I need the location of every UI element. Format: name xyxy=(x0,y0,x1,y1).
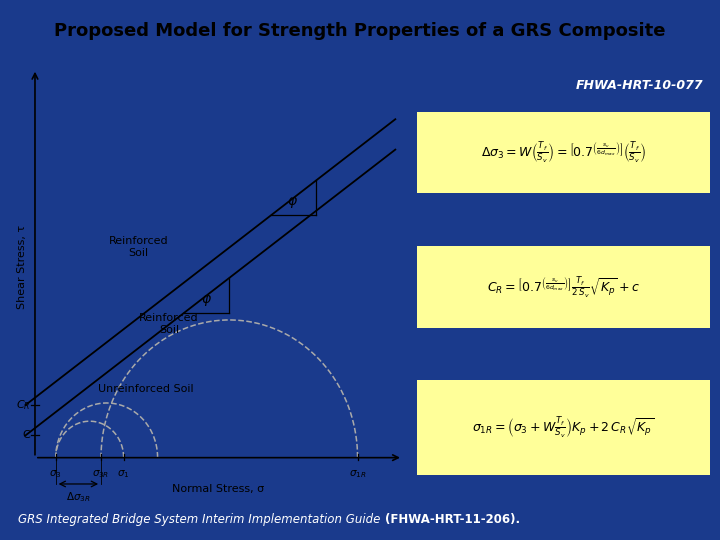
Text: $\sigma_{1R}$: $\sigma_{1R}$ xyxy=(348,468,366,480)
Text: Normal Stress, σ: Normal Stress, σ xyxy=(172,484,264,494)
Text: $\sigma_{1R} = \left(\sigma_3 + W\frac{T_f}{S_v}\right)K_p + 2\,C_R\sqrt{K_p}$: $\sigma_{1R} = \left(\sigma_3 + W\frac{T… xyxy=(472,415,654,440)
Text: FHWA-HRT-10-077: FHWA-HRT-10-077 xyxy=(576,79,704,92)
Text: $\Delta\sigma_{3R}$: $\Delta\sigma_{3R}$ xyxy=(66,490,91,504)
Text: GRS Integrated Bridge System Interim Implementation Guide: GRS Integrated Bridge System Interim Imp… xyxy=(18,513,384,526)
Text: Reinforced
Soil: Reinforced Soil xyxy=(109,236,168,258)
Text: C: C xyxy=(22,430,30,441)
Text: (FHWA-HRT-11-206).: (FHWA-HRT-11-206). xyxy=(384,513,520,526)
Text: Reinforced
Soil: Reinforced Soil xyxy=(139,313,199,335)
Text: Shear Stress, τ: Shear Stress, τ xyxy=(17,225,27,309)
Text: $\sigma_1$: $\sigma_1$ xyxy=(117,468,130,480)
Text: φ: φ xyxy=(201,292,210,306)
FancyBboxPatch shape xyxy=(417,380,710,475)
Text: $\sigma_{3R}$: $\sigma_{3R}$ xyxy=(92,468,109,480)
Text: φ: φ xyxy=(288,194,297,208)
FancyBboxPatch shape xyxy=(417,112,710,193)
Text: $C_R = \left[0.7^{\left(\frac{s_v}{6d_{max}}\right)}\right]\frac{T_f}{2\,S_v}\sq: $C_R = \left[0.7^{\left(\frac{s_v}{6d_{m… xyxy=(487,275,640,300)
FancyBboxPatch shape xyxy=(417,246,710,328)
Text: $\Delta\sigma_3 = W\left(\frac{T_f}{S_v}\right) = \left[0.7^{\left(\frac{s_v}{6d: $\Delta\sigma_3 = W\left(\frac{T_f}{S_v}… xyxy=(481,140,646,165)
Text: Proposed Model for Strength Properties of a GRS Composite: Proposed Model for Strength Properties o… xyxy=(54,22,666,40)
Text: Unreinforced Soil: Unreinforced Soil xyxy=(99,384,194,394)
Text: $C_R$: $C_R$ xyxy=(16,398,30,412)
Text: $\sigma_3$: $\sigma_3$ xyxy=(50,468,62,480)
